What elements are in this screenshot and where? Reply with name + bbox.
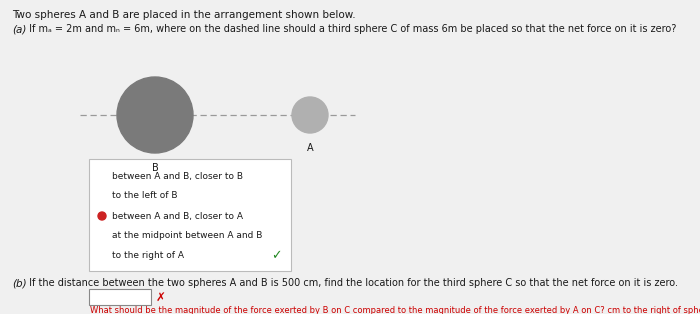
- Text: between A and B, closer to B: between A and B, closer to B: [112, 171, 243, 181]
- Circle shape: [98, 192, 106, 200]
- Text: at the midpoint between A and B: at the midpoint between A and B: [112, 231, 262, 241]
- Circle shape: [98, 212, 106, 220]
- Circle shape: [292, 97, 328, 133]
- Text: 271: 271: [94, 292, 113, 302]
- Text: B: B: [152, 163, 158, 173]
- FancyBboxPatch shape: [89, 289, 151, 305]
- Text: ✗: ✗: [156, 290, 166, 304]
- Circle shape: [98, 172, 106, 180]
- Text: (b): (b): [12, 278, 27, 288]
- Text: What should be the magnitude of the force exerted by B on C compared to the magn: What should be the magnitude of the forc…: [90, 306, 700, 314]
- Circle shape: [117, 77, 193, 153]
- Text: Two spheres A and B are placed in the arrangement shown below.: Two spheres A and B are placed in the ar…: [12, 10, 356, 20]
- Text: ✓: ✓: [271, 249, 281, 262]
- Text: to the right of A: to the right of A: [112, 252, 184, 261]
- Circle shape: [98, 252, 106, 260]
- Circle shape: [98, 232, 106, 240]
- FancyBboxPatch shape: [89, 159, 291, 271]
- Text: If the distance between the two spheres A and B is 500 cm, find the location for: If the distance between the two spheres …: [26, 278, 678, 288]
- Text: A: A: [307, 143, 314, 153]
- Text: between A and B, closer to A: between A and B, closer to A: [112, 212, 243, 220]
- Text: (a): (a): [12, 24, 27, 34]
- Text: to the left of B: to the left of B: [112, 192, 178, 201]
- Text: If mₐ = 2m and mₙ = 6m, where on the dashed line should a third sphere C of mass: If mₐ = 2m and mₙ = 6m, where on the das…: [26, 24, 676, 34]
